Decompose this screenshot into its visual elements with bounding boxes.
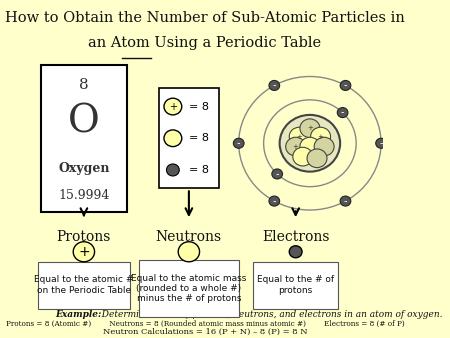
Circle shape: [293, 147, 313, 166]
FancyBboxPatch shape: [38, 262, 130, 309]
Text: Equal to the atomic #
on the Periodic Table: Equal to the atomic # on the Periodic Ta…: [34, 275, 134, 295]
Circle shape: [272, 169, 283, 179]
Circle shape: [269, 196, 279, 206]
Text: Neutron Calculations = 16 (P + N) – 8 (P) = 8 N: Neutron Calculations = 16 (P + N) – 8 (P…: [103, 328, 307, 336]
Text: -: -: [275, 169, 279, 179]
Text: -: -: [344, 80, 347, 91]
Circle shape: [376, 138, 387, 148]
Text: O: O: [68, 103, 100, 140]
Text: Equal to the # of
protons: Equal to the # of protons: [257, 275, 334, 295]
FancyBboxPatch shape: [41, 65, 126, 212]
Text: Example:: Example:: [55, 310, 102, 319]
Circle shape: [289, 127, 309, 146]
Text: +: +: [296, 134, 302, 140]
Text: +: +: [78, 245, 90, 259]
Text: 8: 8: [79, 78, 89, 92]
Text: How to Obtain the Number of Sub-Atomic Particles in: How to Obtain the Number of Sub-Atomic P…: [5, 11, 405, 25]
Circle shape: [314, 137, 334, 156]
Circle shape: [164, 98, 182, 115]
Circle shape: [178, 242, 199, 262]
Circle shape: [269, 80, 279, 91]
Text: Determine the # of protons, neutrons, and electrons in an atom of oxygen.: Determine the # of protons, neutrons, an…: [96, 310, 443, 319]
Text: +: +: [307, 125, 313, 131]
Circle shape: [164, 130, 182, 147]
Text: +: +: [169, 101, 177, 112]
Text: -: -: [273, 80, 276, 91]
Text: Protons: Protons: [57, 230, 111, 244]
FancyBboxPatch shape: [159, 88, 219, 188]
Circle shape: [234, 138, 244, 148]
Text: 15.9994: 15.9994: [58, 189, 110, 201]
Text: Neutrons: Neutrons: [156, 230, 222, 244]
Circle shape: [286, 137, 306, 156]
Circle shape: [340, 80, 351, 91]
Circle shape: [310, 127, 331, 146]
Text: Equal to the atomic mass
(rounded to a whole #)
minus the # of protons: Equal to the atomic mass (rounded to a w…: [131, 273, 247, 304]
FancyBboxPatch shape: [139, 260, 239, 317]
Text: = 8: = 8: [189, 133, 209, 143]
Text: -: -: [379, 138, 383, 148]
Text: Electrons: Electrons: [262, 230, 329, 244]
Circle shape: [166, 164, 179, 176]
Text: +: +: [292, 144, 299, 150]
Text: = 8: = 8: [189, 101, 209, 112]
Text: +: +: [318, 134, 324, 140]
Text: an Atom Using a Periodic Table: an Atom Using a Periodic Table: [88, 37, 321, 50]
Text: -: -: [341, 107, 344, 118]
Circle shape: [279, 115, 340, 172]
Circle shape: [300, 137, 320, 156]
Circle shape: [300, 119, 320, 138]
Text: -: -: [237, 138, 240, 148]
Text: = 8: = 8: [189, 165, 209, 175]
Circle shape: [307, 149, 327, 168]
Circle shape: [340, 196, 351, 206]
Circle shape: [337, 107, 348, 118]
FancyBboxPatch shape: [253, 262, 338, 309]
Text: Protons = 8 (Atomic #)        Neutrons = 8 (Rounded atomic mass minus atomic #) : Protons = 8 (Atomic #) Neutrons = 8 (Rou…: [5, 320, 404, 328]
Circle shape: [73, 242, 94, 262]
Text: -: -: [344, 196, 347, 206]
Text: -: -: [273, 196, 276, 206]
Text: Oxygen: Oxygen: [58, 162, 110, 175]
Circle shape: [289, 246, 302, 258]
